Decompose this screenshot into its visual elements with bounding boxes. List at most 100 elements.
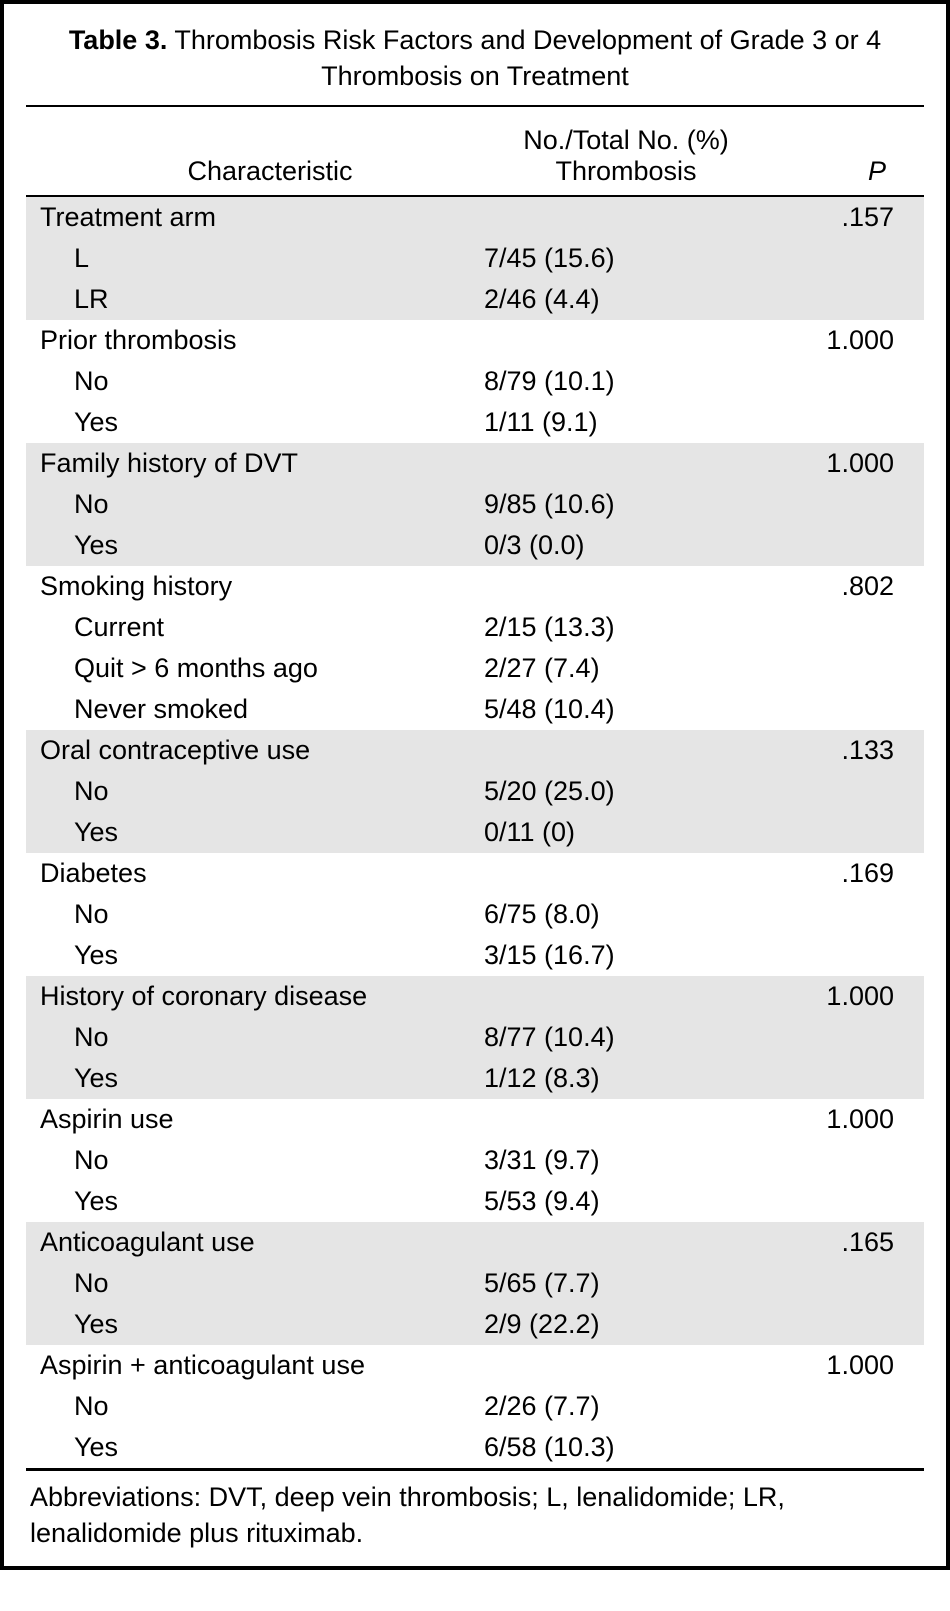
group-label: Aspirin use bbox=[26, 1099, 474, 1140]
group-p: 1.000 bbox=[794, 1099, 924, 1140]
group-header-row: Aspirin use 1.000 bbox=[26, 1099, 924, 1140]
row-label: L bbox=[26, 238, 474, 279]
table-row: No5/65 (7.7) bbox=[26, 1263, 924, 1304]
row-value: 9/85 (10.6) bbox=[474, 484, 794, 525]
row-value: 7/45 (15.6) bbox=[474, 238, 794, 279]
row-value: 5/65 (7.7) bbox=[474, 1263, 794, 1304]
group-value-empty bbox=[474, 1099, 794, 1140]
row-label: Yes bbox=[26, 1058, 474, 1099]
row-p-empty bbox=[794, 484, 924, 525]
row-label: No bbox=[26, 484, 474, 525]
row-value: 2/26 (7.7) bbox=[474, 1386, 794, 1427]
table-row: Yes3/15 (16.7) bbox=[26, 935, 924, 976]
row-value: 2/9 (22.2) bbox=[474, 1304, 794, 1345]
row-value: 2/46 (4.4) bbox=[474, 279, 794, 320]
group-header-row: Anticoagulant use.165 bbox=[26, 1222, 924, 1263]
table-row: L7/45 (15.6) bbox=[26, 238, 924, 279]
group-p: .802 bbox=[794, 566, 924, 607]
group-value-empty bbox=[474, 976, 794, 1017]
group-p: .165 bbox=[794, 1222, 924, 1263]
column-header-row: Characteristic No./Total No. (%) Thrombo… bbox=[26, 107, 924, 195]
group-value-empty bbox=[474, 197, 794, 238]
group-header-row: Aspirin + anticoagulant use1.000 bbox=[26, 1345, 924, 1386]
row-label: No bbox=[26, 1017, 474, 1058]
group-header-row: Diabetes.169 bbox=[26, 853, 924, 894]
row-p-empty bbox=[794, 1263, 924, 1304]
row-p-empty bbox=[794, 525, 924, 566]
group-label: Aspirin + anticoagulant use bbox=[26, 1345, 474, 1386]
row-p-empty bbox=[794, 1181, 924, 1222]
row-value: 5/48 (10.4) bbox=[474, 689, 794, 730]
group-label: Oral contraceptive use bbox=[26, 730, 474, 771]
table-row: Yes 2/9 (22.2) bbox=[26, 1304, 924, 1345]
group-label: Treatment arm bbox=[26, 197, 474, 238]
group-header-row: Smoking history .802 bbox=[26, 566, 924, 607]
table-container: Table 3. Thrombosis Risk Factors and Dev… bbox=[0, 0, 950, 1570]
row-value: 3/15 (16.7) bbox=[474, 935, 794, 976]
table-row: No8/77 (10.4) bbox=[26, 1017, 924, 1058]
row-p-empty bbox=[794, 1427, 924, 1468]
group-label: Smoking history bbox=[26, 566, 474, 607]
group-header-row: Treatment arm .157 bbox=[26, 197, 924, 238]
row-label: No bbox=[26, 1263, 474, 1304]
group-header-row: Oral contraceptive use.133 bbox=[26, 730, 924, 771]
group-value-empty bbox=[474, 853, 794, 894]
data-table: Treatment arm.157L7/45 (15.6)LR2/46 (4.4… bbox=[26, 197, 924, 1468]
group-label: Prior thrombosis bbox=[26, 320, 474, 361]
row-p-empty bbox=[794, 894, 924, 935]
col-characteristic: Characteristic bbox=[34, 156, 466, 187]
row-label: No bbox=[26, 1386, 474, 1427]
group-header-row: Family history of DVT 1.000 bbox=[26, 443, 924, 484]
group-header-row: History of coronary disease1.000 bbox=[26, 976, 924, 1017]
row-value: 5/53 (9.4) bbox=[474, 1181, 794, 1222]
row-value: 0/3 (0.0) bbox=[474, 525, 794, 566]
col-value: No./Total No. (%) Thrombosis bbox=[466, 125, 786, 187]
row-p-empty bbox=[794, 689, 924, 730]
row-p-empty bbox=[794, 1140, 924, 1181]
row-label: Yes bbox=[26, 935, 474, 976]
group-label: History of coronary disease bbox=[26, 976, 474, 1017]
row-value: 6/75 (8.0) bbox=[474, 894, 794, 935]
row-label: Never smoked bbox=[26, 689, 474, 730]
table-number: Table 3. bbox=[69, 25, 168, 55]
row-p-empty bbox=[794, 238, 924, 279]
table-row: No3/31 (9.7) bbox=[26, 1140, 924, 1181]
row-value: 0/11 (0) bbox=[474, 812, 794, 853]
table-row: No2/26 (7.7) bbox=[26, 1386, 924, 1427]
row-value: 1/11 (9.1) bbox=[474, 402, 794, 443]
row-label: Yes bbox=[26, 1181, 474, 1222]
table-row: No9/85 (10.6) bbox=[26, 484, 924, 525]
row-p-empty bbox=[794, 935, 924, 976]
table-row: Yes6/58 (10.3) bbox=[26, 1427, 924, 1468]
row-value: 1/12 (8.3) bbox=[474, 1058, 794, 1099]
table-row: Yes1/12 (8.3) bbox=[26, 1058, 924, 1099]
table-row: Current2/15 (13.3) bbox=[26, 607, 924, 648]
row-label: Yes bbox=[26, 1304, 474, 1345]
table-row: LR2/46 (4.4) bbox=[26, 279, 924, 320]
group-p: .157 bbox=[794, 197, 924, 238]
row-value: 8/79 (10.1) bbox=[474, 361, 794, 402]
table-footnote: Abbreviations: DVT, deep vein thrombosis… bbox=[26, 1471, 924, 1552]
table-title: Table 3. Thrombosis Risk Factors and Dev… bbox=[26, 22, 924, 105]
table-row: Yes1/11 (9.1) bbox=[26, 402, 924, 443]
col-p: P bbox=[786, 156, 916, 187]
row-value: 8/77 (10.4) bbox=[474, 1017, 794, 1058]
row-value: 2/15 (13.3) bbox=[474, 607, 794, 648]
table-row: Yes0/11 (0) bbox=[26, 812, 924, 853]
group-p: 1.000 bbox=[794, 320, 924, 361]
group-p: .169 bbox=[794, 853, 924, 894]
row-p-empty bbox=[794, 402, 924, 443]
row-p-empty bbox=[794, 1058, 924, 1099]
row-p-empty bbox=[794, 607, 924, 648]
row-value: 2/27 (7.4) bbox=[474, 648, 794, 689]
row-p-empty bbox=[794, 1304, 924, 1345]
group-p: 1.000 bbox=[794, 443, 924, 484]
group-label: Family history of DVT bbox=[26, 443, 474, 484]
row-value: 5/20 (25.0) bbox=[474, 771, 794, 812]
row-label: No bbox=[26, 1140, 474, 1181]
group-value-empty bbox=[474, 1345, 794, 1386]
row-p-empty bbox=[794, 1386, 924, 1427]
group-header-row: Prior thrombosis 1.000 bbox=[26, 320, 924, 361]
table-row: No8/79 (10.1) bbox=[26, 361, 924, 402]
group-value-empty bbox=[474, 1222, 794, 1263]
